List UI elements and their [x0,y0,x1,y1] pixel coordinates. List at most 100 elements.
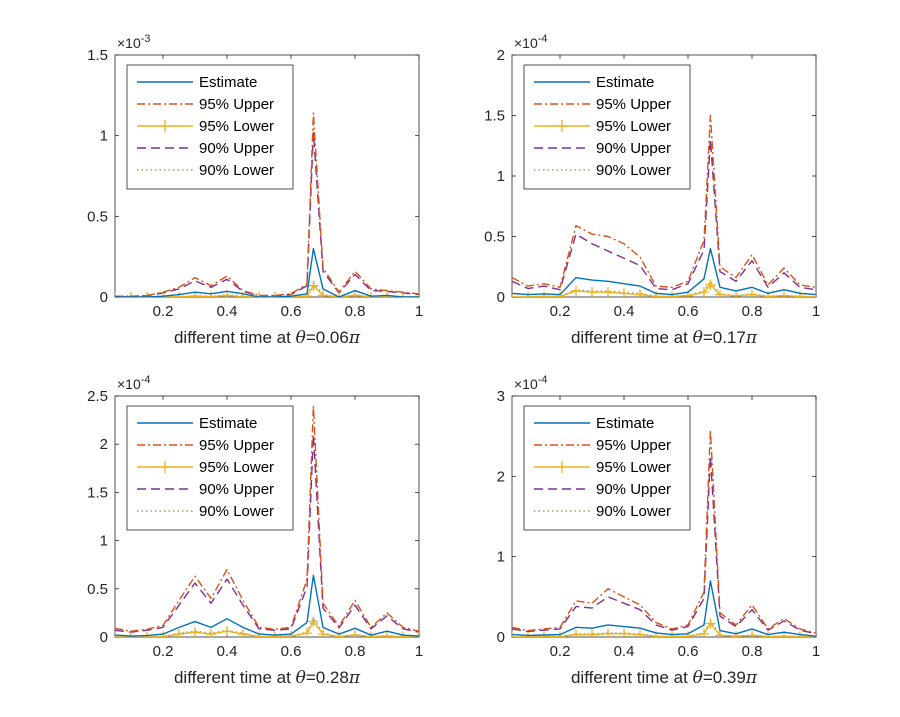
xlabel-pi: π [745,668,758,688]
data-point-marker [254,292,264,297]
legend-label: 90% Upper [199,140,274,157]
exponent-power: -4 [141,374,151,386]
x-tick-label: 0.2 [550,643,571,660]
x-axis-label: different time at θ=0.39π [571,668,758,688]
data-point-marker [366,631,376,637]
data-point-marker [308,280,319,291]
data-point-marker [350,630,360,637]
x-tick-label: 1 [415,643,423,660]
legend-label: Estimate [199,415,257,432]
x-tick-label: 0.2 [550,303,571,320]
x-tick-label: 0.2 [153,303,174,320]
data-point-marker [731,631,741,637]
data-point-marker [747,630,757,637]
data-point-marker [603,628,613,637]
series-line-upper95 [512,429,816,634]
y-tick-label: 2 [100,436,108,453]
xlabel-prefix: different time at [174,328,296,347]
xlabel-value: =0.17 [703,328,746,347]
exponent-power: -4 [538,374,548,386]
series-line-estimate [512,580,816,637]
data-point-marker [382,292,392,297]
data-point-marker [705,618,716,629]
data-point-marker [603,287,613,297]
data-point-marker [318,290,328,297]
x-tick-label: 0.6 [281,303,302,320]
x-tick-label: 0.8 [742,643,763,660]
data-point-marker [587,629,597,637]
xlabel-theta: θ [693,328,703,348]
legend-marker [556,461,568,473]
legend-label: Estimate [596,415,654,432]
data-point-marker [206,629,216,637]
series-line-lower95 [115,285,419,297]
legend-label: 90% Lower [199,162,274,179]
data-point-marker [715,630,725,637]
y-tick-label: 1.5 [484,108,505,125]
data-point-marker [190,627,200,637]
y-tick-label: 1 [497,168,505,185]
legend-label: 90% Upper [596,481,671,498]
data-point-marker [126,292,136,297]
x-tick-label: 1 [812,303,820,320]
subplot-3: 0.2 0.4 0.6 0.8 1 0 0.5 1 1.5 2 2.5 ×10-4 different … [87,374,423,688]
data-point-marker [366,292,376,297]
y-exponent-label: ×10-4 [514,33,548,51]
legend-label: 90% Lower [596,503,671,520]
legend-label: 95% Upper [596,437,671,454]
legend-label: 95% Upper [199,437,274,454]
data-point-marker [158,631,168,637]
legend-label: 90% Upper [596,140,671,157]
exponent-power: -3 [141,33,151,45]
exponent-power: -4 [538,33,548,45]
x-tick-label: 0.6 [281,643,302,660]
legend-label: 95% Lower [199,118,274,135]
legend-label: 95% Lower [596,118,671,135]
legend-marker [556,120,568,132]
y-exponent-label: ×10-4 [514,374,548,392]
y-tick-label: 0 [100,289,108,306]
data-point-marker [302,628,312,637]
legend-box [126,405,294,531]
x-tick-label: 0.8 [345,643,366,660]
y-tick-label: 2.5 [87,388,108,405]
x-tick-label: 1 [812,643,820,660]
y-tick-label: 0.5 [87,581,108,598]
data-point-marker [763,631,773,637]
data-point-marker [398,292,408,297]
xlabel-theta: θ [296,328,306,348]
y-exponent-label: ×10-3 [117,33,151,51]
series-line-upper90 [115,433,419,633]
data-point-marker [635,629,645,637]
xlabel-prefix: different time at [174,668,296,687]
legend-marker [159,461,171,473]
series-line-estimate [512,247,816,296]
xlabel-prefix: different time at [571,668,693,687]
series-line-upper90 [512,455,816,635]
x-tick-label: 0.8 [742,303,763,320]
data-point-marker [382,631,392,637]
subplot-2: 0.2 0.4 0.6 0.8 1 0 0.5 1 1.5 2 ×10-4 different tim… [484,33,820,348]
x-tick-label: 0.4 [614,643,635,660]
data-point-marker [539,291,549,297]
x-tick-label: 0.4 [614,303,635,320]
legend: Estimate 95% Upper 95% Lower 90% Upper 90% L… [523,64,691,190]
data-point-marker [523,632,533,637]
x-tick-label: 1 [415,303,423,320]
data-point-marker [350,290,360,297]
data-point-marker [571,285,581,296]
data-point-marker [174,629,184,637]
legend-label: 90% Lower [199,503,274,520]
data-point-marker [571,629,581,637]
data-point-marker [286,631,296,637]
data-point-marker [619,628,629,637]
x-axis-label: different time at θ=0.17π [571,328,758,348]
xlabel-value: =0.39 [703,668,746,687]
data-point-marker [270,292,280,297]
data-point-marker [142,292,152,297]
series-line-estimate [115,247,419,297]
series-line-upper95 [115,404,419,632]
x-tick-label: 0.2 [153,643,174,660]
xlabel-theta: θ [693,668,703,688]
